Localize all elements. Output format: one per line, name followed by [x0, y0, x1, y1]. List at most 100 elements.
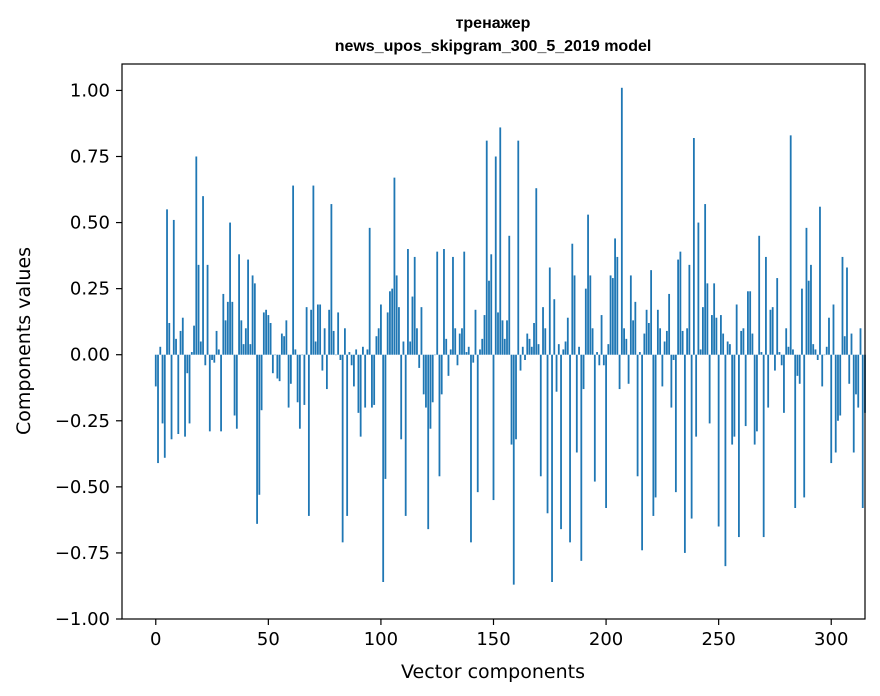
bar	[260, 354, 263, 411]
bar	[607, 344, 610, 355]
bar	[861, 354, 864, 508]
bar	[632, 320, 634, 355]
bar	[769, 309, 772, 355]
bar	[832, 304, 835, 355]
bar	[765, 256, 767, 355]
bar	[801, 288, 803, 355]
bar	[605, 354, 607, 508]
bar	[202, 196, 204, 355]
bar	[555, 354, 558, 392]
bar	[465, 352, 468, 355]
bar	[715, 317, 718, 355]
bar	[535, 188, 538, 355]
bar	[280, 333, 283, 355]
bar	[821, 354, 824, 387]
bar	[431, 354, 434, 403]
bar	[751, 333, 754, 355]
bar	[600, 315, 603, 355]
bar	[706, 283, 709, 355]
bar	[321, 354, 324, 371]
bar	[749, 291, 752, 355]
bar	[758, 235, 761, 355]
bar	[170, 354, 173, 440]
bar	[307, 354, 310, 516]
bar	[175, 338, 177, 355]
bar	[404, 354, 407, 516]
bar	[825, 346, 828, 355]
bar	[551, 354, 553, 582]
bar	[623, 328, 625, 355]
bar	[609, 275, 612, 355]
bar	[217, 349, 220, 355]
bar	[312, 185, 315, 355]
bar	[325, 354, 328, 390]
bar	[319, 304, 322, 355]
bar	[402, 341, 405, 355]
bar	[323, 328, 326, 355]
bar	[226, 301, 229, 355]
bar	[172, 219, 175, 355]
bar	[380, 304, 382, 355]
bar	[305, 307, 308, 355]
y-tick-label: −0.75	[55, 543, 110, 564]
bar	[852, 354, 855, 453]
bar	[537, 344, 540, 355]
bar	[846, 267, 848, 355]
chart-title-line1: тренажер	[456, 15, 531, 32]
bar	[470, 354, 472, 543]
bar	[711, 315, 713, 355]
bar	[222, 293, 225, 355]
bar	[747, 291, 749, 355]
bar	[416, 328, 418, 355]
bar	[366, 349, 369, 355]
bar	[157, 354, 159, 464]
bar	[803, 354, 806, 498]
bar	[526, 333, 529, 355]
bar	[197, 264, 200, 355]
bar	[278, 354, 281, 382]
bar	[593, 354, 596, 482]
x-tick-label: 50	[257, 629, 280, 650]
bar	[805, 227, 808, 355]
bar	[456, 354, 459, 366]
bar	[420, 307, 423, 355]
bar	[211, 354, 213, 360]
bar	[679, 251, 682, 355]
bar	[285, 320, 288, 355]
bar	[411, 296, 414, 355]
bar	[454, 328, 457, 355]
bar	[240, 320, 243, 355]
bar	[244, 328, 247, 355]
bar	[395, 275, 398, 355]
bar	[447, 354, 450, 376]
bar	[479, 349, 481, 355]
bar	[375, 336, 378, 355]
bar	[407, 249, 409, 355]
bar	[618, 354, 621, 390]
bar	[578, 346, 580, 355]
bar	[188, 354, 191, 424]
bar	[186, 354, 189, 374]
bar	[476, 354, 479, 493]
bar	[582, 354, 585, 390]
bar	[472, 354, 475, 363]
bar	[364, 354, 367, 408]
bar	[792, 349, 794, 355]
bar	[298, 354, 301, 429]
bar	[665, 330, 668, 355]
bar	[389, 291, 391, 355]
bar	[859, 328, 862, 355]
x-tick-label: 200	[589, 629, 623, 650]
y-tick-label: 1.00	[70, 80, 110, 101]
bar	[524, 354, 526, 360]
bar	[519, 354, 522, 371]
bar	[497, 312, 499, 355]
bar	[677, 259, 680, 355]
bar	[359, 354, 362, 437]
bar	[713, 283, 716, 355]
bar	[731, 354, 734, 445]
bar	[580, 354, 583, 561]
bar	[645, 309, 648, 355]
bar	[494, 156, 497, 355]
bar	[357, 354, 360, 413]
